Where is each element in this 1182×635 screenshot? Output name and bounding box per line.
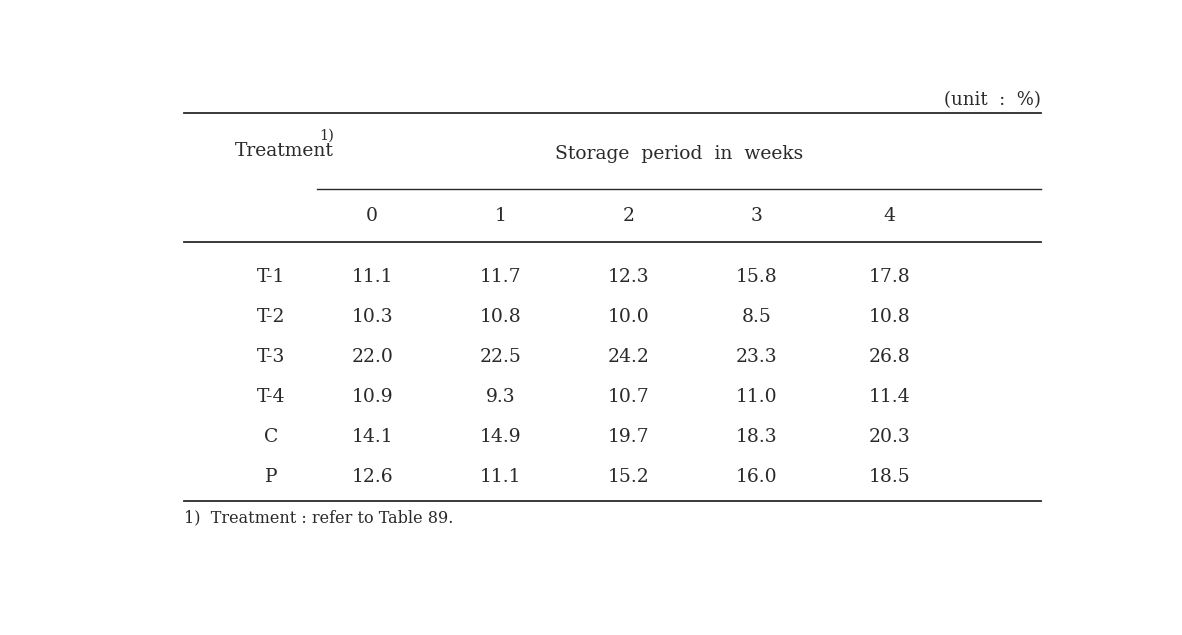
Text: T-3: T-3 xyxy=(258,348,286,366)
Text: 15.2: 15.2 xyxy=(608,468,650,486)
Text: 0: 0 xyxy=(366,206,378,225)
Text: 17.8: 17.8 xyxy=(869,268,910,286)
Text: 22.0: 22.0 xyxy=(351,348,394,366)
Text: 14.9: 14.9 xyxy=(480,428,521,446)
Text: 15.8: 15.8 xyxy=(736,268,778,286)
Text: 10.9: 10.9 xyxy=(351,388,392,406)
Text: 11.4: 11.4 xyxy=(869,388,910,406)
Text: C: C xyxy=(265,428,279,446)
Text: 10.8: 10.8 xyxy=(480,308,521,326)
Text: (unit  :  %): (unit : %) xyxy=(944,91,1041,109)
Text: T-1: T-1 xyxy=(258,268,286,286)
Text: 10.7: 10.7 xyxy=(608,388,650,406)
Text: 22.5: 22.5 xyxy=(480,348,521,366)
Text: 11.1: 11.1 xyxy=(480,468,521,486)
Text: 10.8: 10.8 xyxy=(869,308,910,326)
Text: 24.2: 24.2 xyxy=(608,348,650,366)
Text: Treatment: Treatment xyxy=(235,142,333,160)
Text: 3: 3 xyxy=(751,206,762,225)
Text: 9.3: 9.3 xyxy=(486,388,515,406)
Text: 18.3: 18.3 xyxy=(736,428,778,446)
Text: 1): 1) xyxy=(319,129,335,143)
Text: 1)  Treatment : refer to Table 89.: 1) Treatment : refer to Table 89. xyxy=(184,509,454,526)
Text: 12.6: 12.6 xyxy=(351,468,392,486)
Text: 20.3: 20.3 xyxy=(869,428,910,446)
Text: 23.3: 23.3 xyxy=(736,348,778,366)
Text: 11.0: 11.0 xyxy=(736,388,778,406)
Text: 26.8: 26.8 xyxy=(869,348,910,366)
Text: P: P xyxy=(265,468,278,486)
Text: 14.1: 14.1 xyxy=(351,428,392,446)
Text: 19.7: 19.7 xyxy=(608,428,649,446)
Text: 8.5: 8.5 xyxy=(742,308,772,326)
Text: 10.3: 10.3 xyxy=(351,308,392,326)
Text: 10.0: 10.0 xyxy=(608,308,650,326)
Text: 2: 2 xyxy=(623,206,635,225)
Text: 18.5: 18.5 xyxy=(869,468,910,486)
Text: 4: 4 xyxy=(884,206,896,225)
Text: T-2: T-2 xyxy=(258,308,286,326)
Text: 11.1: 11.1 xyxy=(351,268,392,286)
Text: 12.3: 12.3 xyxy=(608,268,649,286)
Text: 1: 1 xyxy=(494,206,506,225)
Text: 16.0: 16.0 xyxy=(736,468,778,486)
Text: Storage  period  in  weeks: Storage period in weeks xyxy=(554,145,804,163)
Text: T-4: T-4 xyxy=(258,388,286,406)
Text: 11.7: 11.7 xyxy=(480,268,521,286)
